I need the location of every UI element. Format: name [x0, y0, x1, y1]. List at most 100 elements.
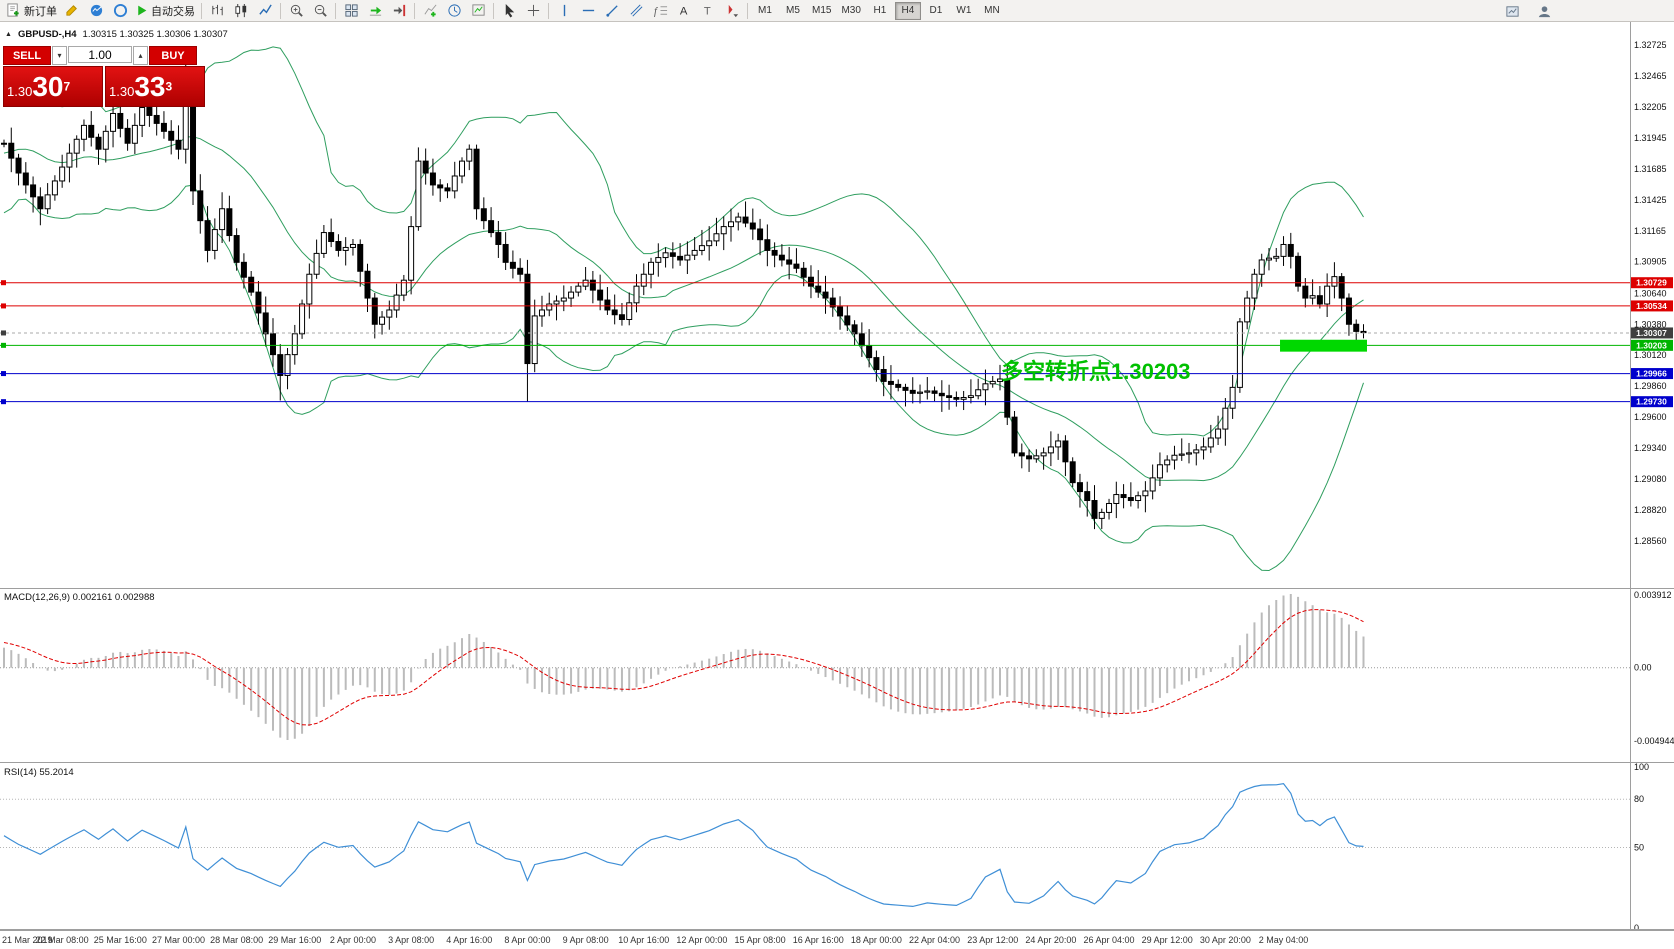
candle-body [204, 220, 211, 251]
candle-body [1229, 386, 1236, 409]
candle-body [139, 107, 146, 126]
crosshair-button[interactable] [521, 1, 545, 21]
vertical-line-button[interactable] [552, 1, 576, 21]
candle-body [1207, 437, 1214, 448]
fibonacci-icon: f [653, 3, 668, 18]
candle-body [1287, 243, 1294, 257]
equidistant-channel-button[interactable] [624, 1, 648, 21]
timeframe-m1[interactable]: M1 [752, 2, 778, 20]
time-axis-label: 22 Apr 04:00 [909, 935, 961, 945]
trendline-button[interactable] [600, 1, 624, 21]
metaeditor-button[interactable] [60, 1, 84, 21]
sell-price-button[interactable]: 1.30307 [3, 66, 103, 107]
sell-price-prefix: 1.30 [7, 84, 33, 99]
candle-body [960, 396, 967, 400]
price-axis-label: 1.29860 [1634, 381, 1667, 391]
timeframe-w1[interactable]: W1 [951, 2, 977, 20]
zoom-out-button[interactable] [308, 1, 332, 21]
candle-body [386, 309, 393, 318]
toolbar-right-icons [1500, 1, 1556, 21]
zoom-in-button[interactable] [284, 1, 308, 21]
macd-scale-label: 0.00 [1634, 663, 1652, 673]
horizontal-line-button[interactable] [576, 1, 600, 21]
volume-increase-button[interactable]: ▴ [133, 46, 148, 65]
tile-windows-button[interactable] [339, 1, 363, 21]
candle-body [437, 184, 444, 189]
macd-name: MACD(12,26,9) [4, 592, 70, 603]
periods-button[interactable] [442, 1, 466, 21]
candle-body [1098, 511, 1105, 519]
line-chart-button[interactable] [253, 1, 277, 21]
chart-canvas[interactable]: 1.32725 1.32465 1.32205 1.31945 1.31685 1.314… [0, 22, 1674, 930]
timeframe-h4[interactable]: H4 [894, 1, 921, 20]
candlestick-chart-icon [234, 3, 249, 18]
candle-body [866, 345, 873, 359]
chart-window-button[interactable] [1500, 1, 1524, 21]
candle-body [473, 148, 480, 210]
candle-body [967, 395, 974, 398]
fibonacci-button[interactable]: f [648, 1, 672, 21]
zoom-out-icon [313, 3, 328, 18]
indicators-button[interactable] [418, 1, 442, 21]
time-axis-label: 2 Apr 00:00 [329, 935, 376, 945]
sell-price-sup: 7 [63, 79, 71, 94]
volume-decrease-button[interactable]: ▾ [52, 46, 67, 65]
price-tag [1630, 339, 1673, 351]
volume-input[interactable] [68, 46, 132, 63]
candle-body [1338, 276, 1345, 299]
price-axis-label: 1.29340 [1634, 443, 1667, 453]
autotrading-button[interactable]: 自动交易 [132, 1, 198, 21]
candle-body [400, 279, 407, 296]
highlight-zone[interactable] [1280, 339, 1367, 352]
auto-scroll-button[interactable] [363, 1, 387, 21]
chart-shift-button[interactable] [387, 1, 411, 21]
time-axis[interactable]: 21 Mar 2019 22 Mar 08:00 25 Mar 16:00 27 Ma… [0, 930, 1674, 949]
sell-button[interactable]: SELL [3, 46, 51, 65]
candle-body [211, 229, 218, 251]
candle-body [1069, 461, 1076, 484]
chart-annotation-text[interactable]: 多空转折点1.30203 [1001, 359, 1191, 384]
new-order-button[interactable]: 新订单 [3, 1, 60, 21]
text-button[interactable]: A [672, 1, 696, 21]
chart-window-icon [1505, 4, 1520, 19]
candle-body [451, 175, 458, 192]
chart-area[interactable]: 1.32725 1.32465 1.32205 1.31945 1.31685 1.314… [0, 22, 1674, 949]
timeframe-mn[interactable]: MN [979, 2, 1005, 20]
time-axis-label: 21 Mar 2019 [2, 935, 53, 945]
timeframe-m30[interactable]: M30 [837, 2, 864, 20]
collapse-arrow-icon[interactable]: ▲ [5, 31, 12, 38]
refresh-button[interactable] [108, 1, 132, 21]
profile-button[interactable] [1532, 1, 1556, 21]
cursor-button[interactable] [497, 1, 521, 21]
timeframe-d1[interactable]: D1 [923, 2, 949, 20]
candlestick-chart-button[interactable] [229, 1, 253, 21]
timeframe-h1[interactable]: H1 [867, 2, 893, 20]
candle-body [887, 380, 894, 385]
template-button[interactable] [466, 1, 490, 21]
candle-body [611, 309, 618, 316]
buy-button[interactable]: BUY [149, 46, 197, 65]
text-label-button[interactable]: T [696, 1, 720, 21]
candle-body [226, 208, 233, 237]
candle-body [1120, 494, 1127, 499]
candle-body [8, 142, 15, 159]
time-axis-label: 29 Mar 16:00 [268, 935, 322, 945]
candle-body [1156, 464, 1163, 479]
rsi-value: 55.2014 [39, 767, 74, 778]
bar-chart-button[interactable] [205, 1, 229, 21]
timeframe-m15[interactable]: M15 [808, 2, 835, 20]
candle-body [1106, 502, 1113, 513]
timeframe-m5[interactable]: M5 [780, 2, 806, 20]
candle-body [131, 124, 138, 144]
arrow-tools-button[interactable] [720, 1, 744, 21]
metaeditor-icon [65, 3, 80, 18]
buy-price-button[interactable]: 1.30333 [105, 66, 205, 107]
candle-body [778, 254, 785, 261]
horizontal-line-icon [581, 3, 596, 18]
time-axis-label: 9 Apr 08:00 [562, 935, 609, 945]
line-left-marker [1, 342, 6, 348]
line-left-marker [1, 371, 6, 377]
candle-body [662, 252, 669, 259]
market-watch-button[interactable] [84, 1, 108, 21]
candle-body [815, 285, 822, 293]
